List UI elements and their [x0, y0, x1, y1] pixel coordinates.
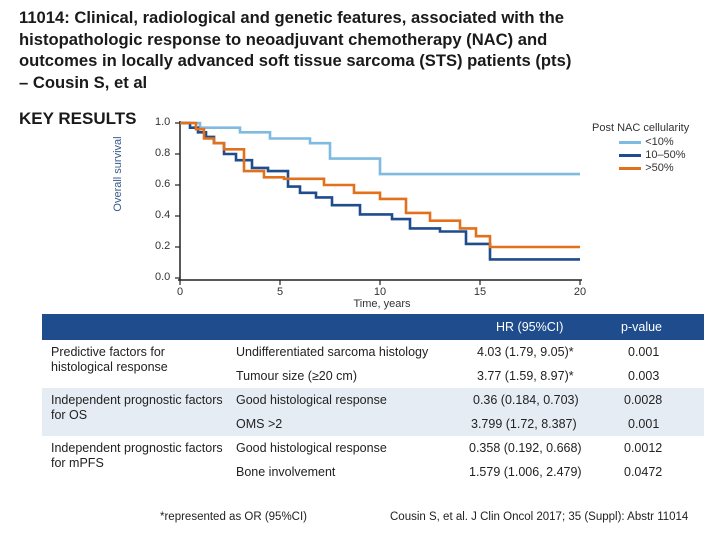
legend-swatch-low — [619, 141, 642, 144]
y-tick-label: 1.0 — [155, 116, 171, 128]
x-tick-label: 0 — [176, 286, 184, 298]
footnote: *represented as OR (95%CI) — [160, 511, 308, 523]
legend-label-low: <10% — [645, 136, 674, 148]
table-cell-p: 0.0472 — [624, 465, 663, 479]
table-cell-p: 0.0028 — [624, 393, 663, 407]
table-cell-p: 0.003 — [628, 369, 660, 383]
header-pvalue: p-value — [621, 320, 662, 334]
table-cell-p: 0.0012 — [624, 441, 663, 455]
table-cell-factor: Bone involvement — [236, 465, 336, 479]
group-label: Independent prognostic factors for OS — [51, 393, 223, 422]
group-label: Independent prognostic factors for mPFS — [51, 441, 223, 470]
table-cell-p: 0.001 — [628, 345, 660, 359]
y-axis-label: Overall survival — [112, 136, 124, 212]
legend-item-low: <10% — [592, 136, 689, 149]
table-cell-hr: 3.77 (1.59, 8.97)* — [477, 369, 574, 383]
x-tick-label: 20 — [573, 286, 587, 298]
legend-swatch-high — [619, 167, 642, 170]
table-cell-factor: Good histological response — [236, 393, 387, 407]
legend-item-high: >50% — [592, 162, 689, 175]
citation: Cousin S, et al. J Clin Oncol 2017; 35 (… — [390, 511, 689, 523]
y-tick-label: 0.0 — [155, 271, 171, 283]
table-cell-hr: 3.799 (1.72, 8.387) — [471, 417, 577, 431]
y-tick-label: 0.2 — [155, 240, 171, 252]
x-tick-label: 5 — [276, 286, 284, 298]
table-cell-factor: Undifferentiated sarcoma histology — [236, 345, 429, 359]
legend-label-mid: 10–50% — [645, 149, 686, 161]
chart-axes — [175, 121, 582, 285]
key-results-heading: KEY RESULTS — [19, 109, 137, 128]
table-cell-hr: 1.579 (1.006, 2.479) — [469, 465, 582, 479]
legend-item-mid: 10–50% — [592, 149, 689, 162]
table-group-os — [42, 388, 704, 436]
y-tick-label: 0.4 — [155, 209, 171, 221]
header-hr: HR (95%CI) — [496, 320, 564, 334]
page-title: 11014: Clinical, radiological and geneti… — [19, 8, 572, 92]
group-label: Predictive factors for histological resp… — [51, 345, 168, 374]
table-cell-factor: Good histological response — [236, 441, 387, 455]
series-line-1 — [180, 121, 580, 261]
series-line-0 — [180, 121, 580, 176]
table-cell-factor: Tumour size (≥20 cm) — [236, 369, 358, 383]
km-chart — [175, 121, 582, 285]
table-cell-factor: OMS >2 — [236, 417, 283, 431]
table-cell-hr: 0.36 (0.184, 0.703) — [473, 393, 579, 407]
x-tick-label: 10 — [373, 286, 387, 298]
legend-swatch-mid — [619, 154, 642, 157]
y-tick-label: 0.8 — [155, 147, 171, 159]
table-cell-p: 0.001 — [628, 417, 660, 431]
legend: Post NAC cellularity <10% 10–50% >50% — [592, 122, 689, 175]
table-cell-hr: 4.03 (1.79, 9.05)* — [477, 345, 574, 359]
x-tick-label: 15 — [473, 286, 487, 298]
series-line-2 — [180, 121, 580, 249]
y-tick-label: 0.6 — [155, 178, 171, 190]
chart-series — [180, 121, 580, 261]
x-axis-label: Time, years — [353, 298, 411, 310]
table-header-bar — [42, 314, 704, 340]
legend-label-high: >50% — [645, 162, 674, 174]
table-cell-hr: 0.358 (0.192, 0.668) — [469, 441, 582, 455]
legend-title: Post NAC cellularity — [592, 122, 690, 134]
